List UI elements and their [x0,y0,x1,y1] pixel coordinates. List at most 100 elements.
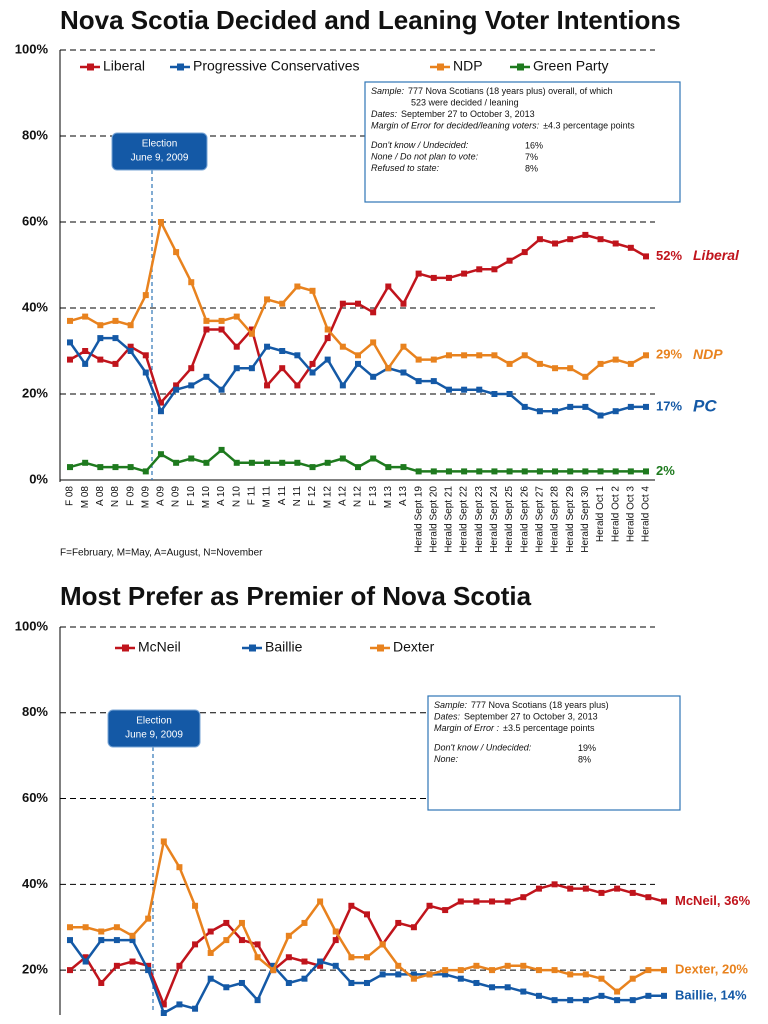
x-tick-label: Herald Sept 20 [428,486,439,553]
point [317,958,324,965]
info-line: Don't know / Undecided: [434,743,532,753]
point [661,967,667,974]
point [264,296,271,303]
info-label: Sample: [371,86,405,96]
point [188,279,195,286]
info-text: September 27 to October 3, 2013 [401,109,535,119]
y-tick-label: 0% [29,471,48,486]
point [254,954,261,961]
point [582,373,589,380]
point [203,373,210,380]
point [82,459,89,466]
point [535,992,542,999]
legend-marker [87,63,94,71]
point [324,356,331,363]
x-tick-label: F 11 [247,486,258,506]
y-tick-label: 60% [22,213,48,228]
point [370,339,377,346]
point [370,455,377,462]
point [552,365,559,372]
point [643,403,649,410]
x-tick-label: A 09 [156,486,167,506]
point [410,975,417,982]
point [582,468,589,475]
point [597,468,604,475]
point [612,468,619,475]
point [400,369,407,376]
point [598,992,605,999]
point [97,322,104,329]
x-tick-label: Herald Sept 19 [413,486,424,553]
point [254,941,261,948]
point [582,231,589,238]
point [207,949,214,956]
point [233,343,240,350]
x-tick-label: F 10 [186,486,197,506]
point [309,287,316,294]
point [248,365,255,372]
point [355,464,361,471]
point [661,898,667,905]
point [476,352,483,359]
point [627,244,634,251]
info-line: Don't know / Undecided: [371,140,469,150]
point [535,967,542,974]
y-tick-label: 40% [22,876,48,891]
point [582,971,589,978]
point [112,335,119,342]
legend-marker [437,63,444,71]
point [582,885,589,892]
point [426,902,433,909]
point [157,451,164,458]
point [218,446,225,453]
y-tick-label: 100% [15,41,49,56]
point [98,937,105,944]
point [264,459,271,466]
point [629,889,636,896]
point [415,378,422,385]
point [264,382,271,389]
point [582,403,589,410]
point [97,335,104,342]
point [567,997,574,1004]
x-tick-label: M 09 [140,486,151,509]
point [521,249,528,256]
info-text: 523 were decided / leaning [411,98,519,108]
point [173,459,180,466]
point [82,958,89,965]
legend-label: NDP [453,58,483,74]
x-tick-label: Herald Sept 26 [519,486,530,553]
info-text: ±4.3 percentage points [543,121,635,131]
point [264,343,271,350]
point [332,937,339,944]
y-tick-label: 60% [22,790,48,805]
point [142,468,149,475]
point [142,352,149,359]
x-tick-label: Herald Sept 28 [550,486,561,553]
x-tick-label: Herald Sept 30 [580,486,591,553]
point [238,937,245,944]
footnote: F=February, M=May, A=August, N=November [60,548,263,559]
x-tick-label: F 12 [307,486,318,506]
point [395,919,402,926]
end-label: Baillie, 14% [675,987,747,1002]
point [442,907,449,914]
point [157,219,164,225]
point [67,464,73,471]
point [113,924,120,931]
info-label: Refused to state: [371,163,440,173]
point [395,971,402,978]
legend-marker [122,644,129,652]
info-label: None / Do not plan to vote: [371,152,479,162]
point [410,971,417,978]
point [415,270,422,277]
x-tick-label: M 11 [262,486,273,508]
point [113,937,120,944]
x-tick-label: Herald Sept 25 [504,486,515,553]
point [355,300,361,307]
point [301,958,308,965]
info-text: September 27 to October 3, 2013 [464,712,598,722]
point [520,988,527,995]
point [192,1005,199,1012]
point [324,326,331,333]
